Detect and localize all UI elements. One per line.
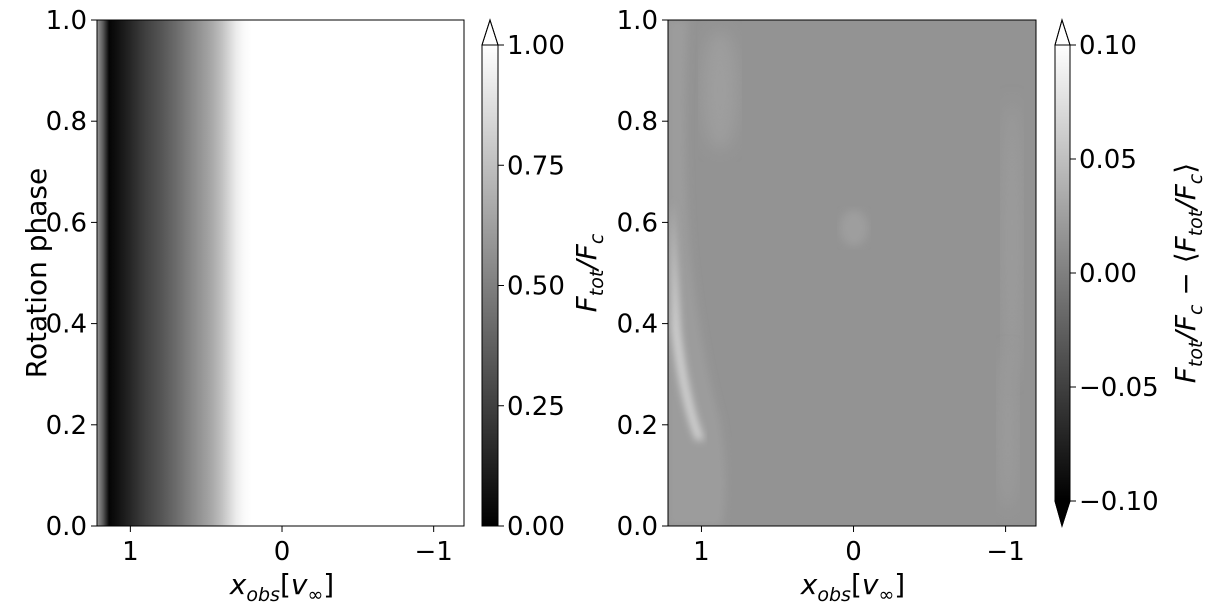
left-y-axis-label: Rotation phase	[20, 168, 53, 379]
right-feature-right-band	[1002, 100, 1022, 380]
left-colorbar-tick-label: 0.75	[507, 151, 565, 181]
left-x-tick-label: 1	[122, 537, 139, 567]
left-axes-frame	[96, 19, 465, 527]
left-colorbar-tick-label: 1.00	[507, 31, 565, 61]
right-colorbar-tick-label: −0.10	[1079, 487, 1159, 517]
right-x-ticks: 1 0 −1	[693, 526, 1025, 567]
left-x-tick-label: 0	[274, 537, 291, 567]
right-colorbar-fill	[1055, 45, 1070, 501]
right-x-axis-label: xobs[v∞]	[800, 568, 905, 606]
right-y-tick-label: 0.0	[617, 512, 658, 542]
left-y-tick-label: 0.4	[46, 310, 87, 340]
left-y-tick-label: 0.2	[46, 411, 87, 441]
right-colorbar-tick-label: 0.05	[1079, 145, 1137, 175]
left-colorbar: 0.00 0.25 0.50 0.75 1.00 Ftot/Fc	[481, 18, 608, 542]
right-y-tick-label: 1.0	[617, 6, 658, 36]
right-colorbar-tick-label: 0.00	[1079, 259, 1137, 289]
right-heatmap-features	[668, 20, 1022, 526]
left-x-axis-label: xobs[v∞]	[229, 568, 334, 606]
right-feature-right-lower	[998, 350, 1018, 510]
right-feature-center-blob	[840, 210, 868, 246]
left-colorbar-tick-label: 0.50	[507, 272, 565, 302]
left-colorbar-fill	[482, 45, 498, 526]
right-colorbar-extend-max	[1054, 18, 1071, 46]
right-feature-bright-streak	[672, 200, 704, 440]
left-colorbar-extend-max	[481, 18, 499, 46]
right-feature-left-band	[668, 20, 726, 526]
right-colorbar-extend-min	[1054, 500, 1071, 528]
left-heatmap	[97, 20, 464, 526]
left-x-ticks: 1 0 −1	[122, 526, 453, 567]
left-y-ticks: 0.0 0.2 0.4 0.6 0.8 1.0	[46, 6, 97, 542]
left-x-tick-label: −1	[415, 537, 453, 567]
right-colorbar-tick-label: −0.05	[1079, 373, 1159, 403]
right-colorbar-label: Ftot/Fc − ⟨Ftot/Fc⟩	[1169, 163, 1207, 383]
left-y-tick-label: 1.0	[46, 6, 87, 36]
right-feature-left-lobe	[702, 30, 738, 150]
right-colorbar-tick-label: 0.10	[1079, 31, 1137, 61]
left-colorbar-label: Ftot/Fc	[570, 233, 608, 312]
right-y-ticks: 0.0 0.2 0.4 0.6 0.8 1.0	[617, 6, 668, 542]
left-y-tick-label: 0.8	[46, 107, 87, 137]
left-panel: 0.0 0.2 0.4 0.6 0.8 1.0 1 0 −1 Rotation phase x…	[20, 6, 465, 606]
right-y-tick-label: 0.6	[617, 208, 658, 238]
right-x-tick-label: −1	[986, 537, 1024, 567]
left-y-tick-label: 0.6	[46, 208, 87, 238]
right-panel: 0.0 0.2 0.4 0.6 0.8 1.0 1 0 −1 xobs[v∞]	[617, 6, 1037, 606]
left-y-tick-label: 0.0	[46, 512, 87, 542]
right-x-tick-label: 0	[845, 537, 862, 567]
right-colorbar-ticks: −0.10 −0.05 0.00 0.05 0.10	[1070, 31, 1159, 517]
left-colorbar-tick-label: 0.00	[507, 512, 565, 542]
right-axes-frame	[667, 19, 1037, 527]
right-y-tick-label: 0.2	[617, 411, 658, 441]
right-y-tick-label: 0.8	[617, 107, 658, 137]
right-colorbar: −0.10 −0.05 0.00 0.05 0.10 Ftot/Fc − ⟨Ftot/F…	[1054, 18, 1207, 528]
left-colorbar-tick-label: 0.25	[507, 392, 565, 422]
right-x-tick-label: 1	[693, 537, 710, 567]
right-y-tick-label: 0.4	[617, 310, 658, 340]
left-colorbar-ticks: 0.00 0.25 0.50 0.75 1.00	[498, 31, 565, 542]
